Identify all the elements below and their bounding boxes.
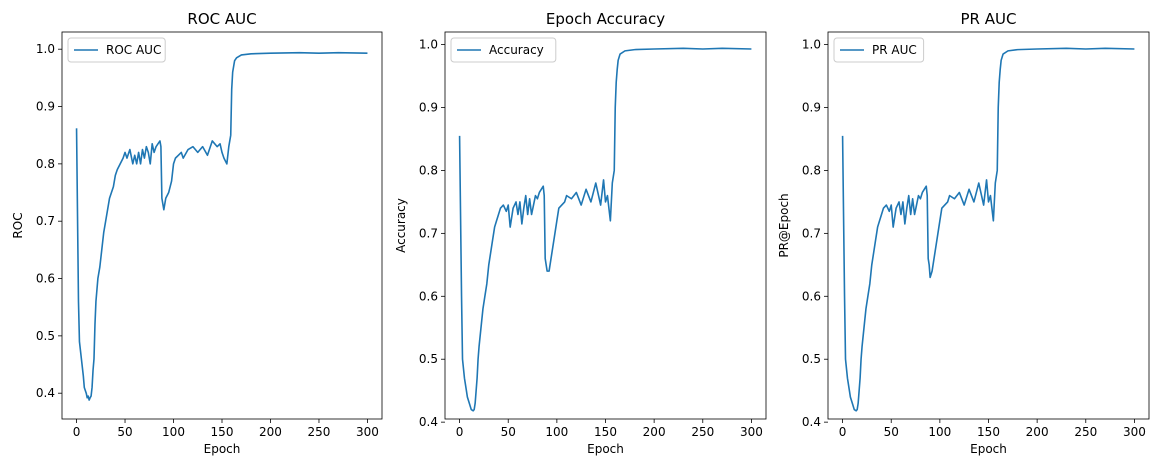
x-tick-label: 50 xyxy=(884,425,899,439)
y-tick-label: 0.9 xyxy=(802,101,821,115)
y-axis-label: Accuracy xyxy=(394,198,408,253)
y-tick-label: 0.7 xyxy=(802,226,821,240)
chart-panel-1: ROC AUC 0 50 100 150 200 250 300 0.4 0.5 0.6 0.7 0.8… xyxy=(11,10,383,456)
x-tick-label: 150 xyxy=(977,425,1000,439)
x-tick-label: 250 xyxy=(691,425,714,439)
legend-box xyxy=(67,37,166,63)
x-tick-label: 100 xyxy=(928,425,951,439)
x-tick-label: 50 xyxy=(501,425,516,439)
x-tick-label: 300 xyxy=(740,425,763,439)
legend-label: Accuracy xyxy=(489,43,544,57)
x-tick-label: 0 xyxy=(456,425,464,439)
chart-title: PR AUC xyxy=(961,10,1017,28)
y-tick-label: 0.5 xyxy=(36,329,55,343)
y-axis-label: PR@Epoch xyxy=(777,193,791,257)
x-tick-label: 150 xyxy=(211,425,234,439)
x-tick-label: 100 xyxy=(545,425,568,439)
x-axis-label: Epoch xyxy=(587,442,624,456)
x-tick-label: 100 xyxy=(162,425,185,439)
x-tick-label: 150 xyxy=(594,425,617,439)
y-tick-label: 0.4 xyxy=(36,386,55,400)
y-tick-label: 0.8 xyxy=(802,163,821,177)
legend-label: PR AUC xyxy=(872,43,917,57)
legend-box xyxy=(450,37,557,63)
y-tick-label: 0.7 xyxy=(419,226,438,240)
series-line-1 xyxy=(458,47,752,412)
y-tick-label: 0.9 xyxy=(36,100,55,114)
x-tick-label: 250 xyxy=(1074,425,1097,439)
x-tick-label: 0 xyxy=(839,425,847,439)
series-line-1 xyxy=(841,47,1135,412)
series-line-1 xyxy=(75,51,368,401)
x-tick-label: 0 xyxy=(73,425,81,439)
y-tick-label: 0.6 xyxy=(419,289,438,303)
y-tick-label: 0.6 xyxy=(36,272,55,286)
y-tick-label: 0.4 xyxy=(419,415,438,429)
x-tick-label: 200 xyxy=(643,425,666,439)
y-tick-label: 0.5 xyxy=(419,352,438,366)
x-tick-label: 200 xyxy=(1026,425,1049,439)
x-tick-label: 250 xyxy=(308,425,331,439)
chart-title: Epoch Accuracy xyxy=(546,10,665,28)
x-tick-label: 300 xyxy=(356,425,379,439)
chart-panel-3: PR AUC 0 50 100 150 200 250 300 0.4 0.5 0.6 0.7 0.8 0… xyxy=(777,10,1150,456)
x-axis-label: Epoch xyxy=(970,442,1007,456)
y-tick-label: 1.0 xyxy=(36,42,55,56)
y-tick-label: 0.7 xyxy=(36,214,55,228)
x-axis-label: Epoch xyxy=(204,442,241,456)
chart-title: ROC AUC xyxy=(187,10,256,28)
y-tick-label: 1.0 xyxy=(802,38,821,52)
x-tick-label: 50 xyxy=(117,425,132,439)
y-tick-label: 0.8 xyxy=(419,163,438,177)
legend-label: ROC AUC xyxy=(106,43,161,57)
x-tick-label: 300 xyxy=(1123,425,1146,439)
y-tick-label: 0.4 xyxy=(802,415,821,429)
y-tick-label: 1.0 xyxy=(419,38,438,52)
x-tick-label: 200 xyxy=(259,425,282,439)
y-tick-label: 0.5 xyxy=(802,352,821,366)
chart-panel-2: Epoch Accuracy 0 50 100 150 200 250 300 0.4 0.5 0.… xyxy=(394,10,767,456)
y-tick-label: 0.9 xyxy=(419,101,438,115)
y-tick-label: 0.8 xyxy=(36,157,55,171)
legend-box xyxy=(833,37,925,63)
y-tick-label: 0.6 xyxy=(802,289,821,303)
y-axis-label: ROC xyxy=(11,212,25,238)
